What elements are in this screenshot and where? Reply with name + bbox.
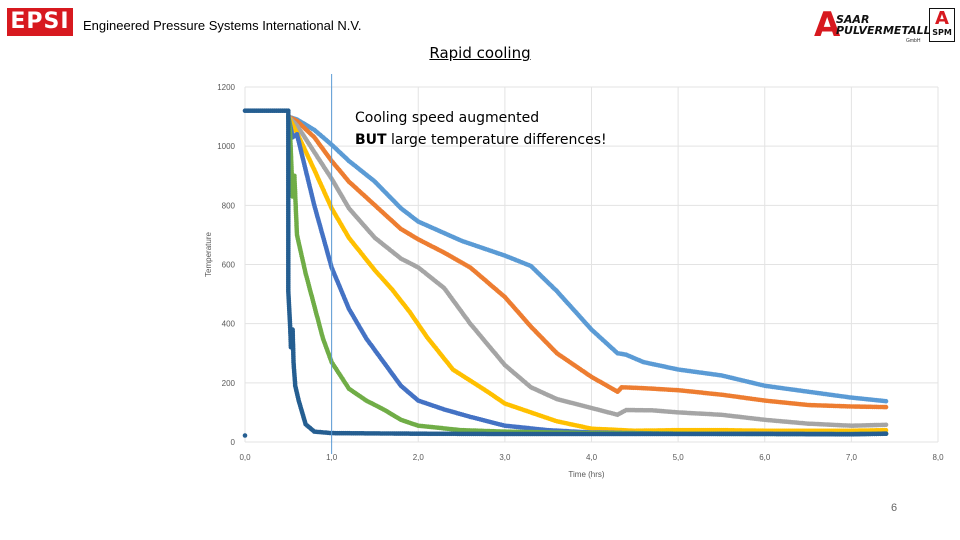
x-tick-label: 1,0 — [326, 453, 338, 462]
chart-annotation: Cooling speed augmented BUT large temper… — [355, 107, 607, 151]
x-tick-label: 3,0 — [499, 453, 511, 462]
data-point — [883, 431, 889, 437]
data-point — [883, 422, 889, 428]
y-tick-label: 0 — [231, 438, 236, 447]
annotation-bold: BUT — [355, 132, 387, 148]
x-axis-label: Time (hrs) — [568, 470, 604, 479]
x-tick-label: 8,0 — [932, 453, 944, 462]
saar-line2: PULVERMETALL — [836, 24, 931, 37]
company-name: Engineered Pressure Systems Internationa… — [83, 18, 362, 33]
data-point — [242, 433, 248, 438]
saar-small-text: GmbH — [906, 38, 921, 44]
saar-logo-text: SAAR PULVERMETALL — [836, 14, 931, 36]
epsi-logo: EPSI — [7, 8, 73, 36]
saar-pulvermetall-logo: A SAAR PULVERMETALL GmbH — [814, 5, 931, 45]
y-tick-label: 400 — [222, 320, 236, 329]
x-tick-label: 0,0 — [239, 453, 251, 462]
spm-a-mark-icon: A — [935, 8, 949, 29]
spm-logo-text: SPM — [932, 28, 952, 37]
y-axis-label: Temperature — [204, 232, 213, 277]
saar-a-mark-icon: A — [814, 5, 841, 45]
y-tick-label: 800 — [222, 201, 236, 210]
x-tick-label: 5,0 — [673, 453, 685, 462]
y-tick-label: 1000 — [217, 142, 235, 151]
saar-line1: SAAR — [836, 13, 870, 26]
y-tick-label: 1200 — [217, 83, 235, 92]
annotation-rest: large temperature differences! — [386, 132, 607, 148]
spm-logo: A SPM — [929, 8, 955, 42]
y-tick-label: 200 — [222, 379, 236, 388]
annotation-line1: Cooling speed augmented — [355, 110, 540, 126]
page-number: 6 — [891, 502, 898, 514]
annotation-line2: BUT large temperature differences! — [355, 129, 607, 151]
slide-title: Rapid cooling — [429, 44, 531, 62]
x-tick-label: 6,0 — [759, 453, 771, 462]
data-point — [883, 427, 889, 433]
y-tick-label: 600 — [222, 261, 236, 270]
x-tick-label: 4,0 — [586, 453, 598, 462]
data-point — [883, 398, 889, 404]
x-tick-label: 2,0 — [413, 453, 425, 462]
x-tick-label: 7,0 — [846, 453, 858, 462]
data-point — [883, 404, 889, 410]
